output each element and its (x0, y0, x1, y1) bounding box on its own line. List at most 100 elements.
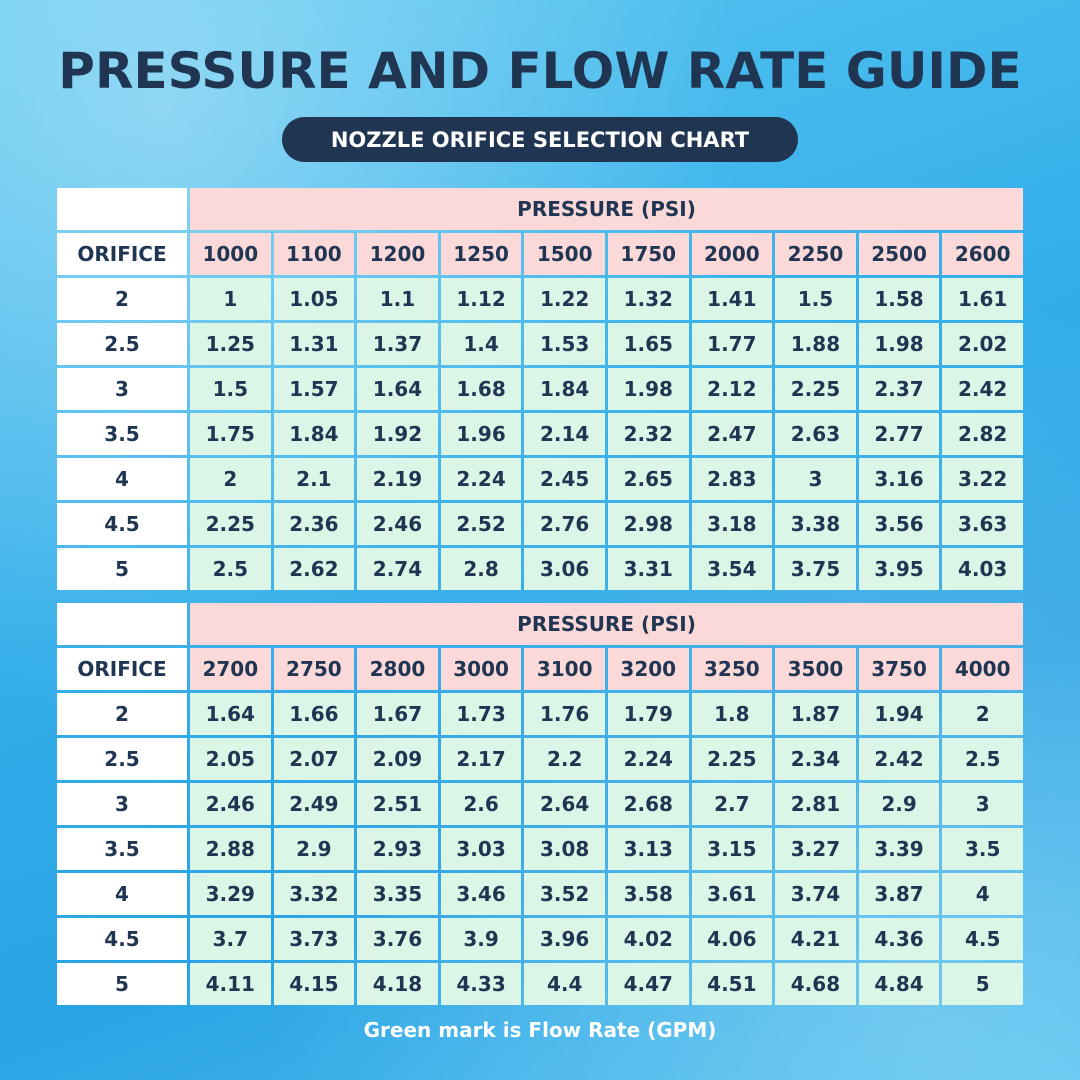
flow-rate-cell: 2.24 (607, 738, 689, 780)
flow-rate-cell: 3.61 (691, 873, 773, 915)
flow-rate-cell: 1.98 (858, 323, 940, 365)
flow-rate-cell: 4.03 (942, 548, 1023, 590)
subtitle-badge: NOZZLE ORIFICE SELECTION CHART (282, 117, 798, 162)
flow-rate-cell: 1.92 (357, 413, 438, 455)
orifice-cell: 4 (57, 458, 187, 500)
table-row: 3.5 2.88 2.9 2.93 3.03 3.08 3.13 3.15 3.27 3.39 3.… (57, 828, 1023, 870)
pressure-column-header: 3200 (607, 648, 689, 690)
flow-rate-cell: 2.49 (273, 783, 355, 825)
flow-rate-cell: 2.07 (273, 738, 355, 780)
flow-rate-cell: 3.15 (691, 828, 773, 870)
flow-rate-cell: 2.9 (273, 828, 355, 870)
flow-rate-cell: 4.4 (524, 963, 605, 1005)
flow-rate-cell: 2.74 (357, 548, 438, 590)
orifice-cell: 3.5 (57, 413, 187, 455)
pressure-column-header: 2700 (190, 648, 271, 690)
flow-rate-cell: 2.19 (357, 458, 438, 500)
flow-rate-cell: 3.73 (273, 918, 355, 960)
orifice-cell: 4.5 (57, 503, 187, 545)
flow-rate-cell: 2.9 (858, 783, 940, 825)
flow-rate-cell: 3.18 (691, 503, 773, 545)
flow-rate-cell: 2.46 (190, 783, 271, 825)
pressure-group-header: PRESSURE (PSI) (190, 603, 1023, 645)
flow-rate-cell: 1.5 (190, 368, 271, 410)
pressure-column-header: 3250 (691, 648, 773, 690)
flow-rate-cell: 3.9 (440, 918, 522, 960)
table-row: 3 1.5 1.57 1.64 1.68 1.84 1.98 2.12 2.25 2.37 2.42 (57, 368, 1023, 410)
flow-rate-cell: 2.52 (440, 503, 522, 545)
flow-rate-cell: 5 (942, 963, 1023, 1005)
flow-rate-cell: 3.46 (440, 873, 522, 915)
pressure-column-header: 2750 (273, 648, 355, 690)
orifice-cell: 2 (57, 693, 187, 735)
flow-rate-cell: 2.8 (440, 548, 522, 590)
flow-rate-cell: 2.68 (607, 783, 689, 825)
flow-rate-cell: 3.5 (942, 828, 1023, 870)
flow-rate-cell: 2.46 (357, 503, 438, 545)
pressure-column-header: 3750 (858, 648, 940, 690)
flow-rate-cell: 1.84 (524, 368, 605, 410)
pressure-column-header: 2800 (357, 648, 438, 690)
flow-rate-cell: 3.87 (858, 873, 940, 915)
flow-rate-cell: 3.63 (942, 503, 1023, 545)
flow-rate-cell: 1.94 (858, 693, 940, 735)
table-row: 5 2.5 2.62 2.74 2.8 3.06 3.31 3.54 3.75 3.95 4.03 (57, 548, 1023, 590)
flow-rate-cell: 1.25 (190, 323, 271, 365)
pressure-column-header: 1100 (273, 233, 355, 275)
flow-rate-cell: 2.14 (524, 413, 605, 455)
flow-rate-cell: 1.73 (440, 693, 522, 735)
flow-rate-cell: 1.88 (775, 323, 856, 365)
flow-rate-cell: 4.21 (775, 918, 856, 960)
flow-rate-cell: 2.09 (357, 738, 438, 780)
flow-rate-cell: 2 (942, 693, 1023, 735)
flow-rate-cell: 1.53 (524, 323, 605, 365)
flow-rate-cell: 1.5 (775, 278, 856, 320)
flow-rate-cell: 3.96 (524, 918, 605, 960)
table-row: 5 4.11 4.15 4.18 4.33 4.4 4.47 4.51 4.68 4.84 5 (57, 963, 1023, 1005)
flow-rate-cell: 4.02 (607, 918, 689, 960)
flow-rate-cell: 2.24 (440, 458, 522, 500)
flow-rate-cell: 3.22 (942, 458, 1023, 500)
flow-rate-cell: 3.75 (775, 548, 856, 590)
flow-rate-cell: 3.08 (524, 828, 605, 870)
corner-cell (57, 188, 187, 230)
flow-rate-cell: 1.61 (942, 278, 1023, 320)
flow-rate-cell: 2.17 (440, 738, 522, 780)
flow-rate-cell: 2.7 (691, 783, 773, 825)
flow-rate-cell: 3.39 (858, 828, 940, 870)
flow-rate-cell: 4.36 (858, 918, 940, 960)
flow-rate-cell: 4.68 (775, 963, 856, 1005)
flow-rate-cell: 4.33 (440, 963, 522, 1005)
flow-rate-cell: 2.64 (524, 783, 605, 825)
pressure-column-header: 2500 (858, 233, 940, 275)
flow-rate-cell: 3.13 (607, 828, 689, 870)
flow-rate-cell: 3.03 (440, 828, 522, 870)
flow-rate-cell: 2.65 (607, 458, 689, 500)
table-row: 3.5 1.75 1.84 1.92 1.96 2.14 2.32 2.47 2.63 2.77 2… (57, 413, 1023, 455)
flow-rate-cell: 1.96 (440, 413, 522, 455)
flow-rate-cell: 1.37 (357, 323, 438, 365)
flow-rate-cell: 2.25 (775, 368, 856, 410)
flow-rate-cell: 2.82 (942, 413, 1023, 455)
flow-rate-cell: 1.22 (524, 278, 605, 320)
table-row: 4 3.29 3.32 3.35 3.46 3.52 3.58 3.61 3.74 3.87 4 (57, 873, 1023, 915)
flow-rate-table-1: PRESSURE (PSI) ORIFICE 1000 1100 1200 1250 150… (54, 185, 1026, 593)
flow-rate-cell: 1.66 (273, 693, 355, 735)
flow-rate-cell: 1.31 (273, 323, 355, 365)
flow-rate-cell: 4.06 (691, 918, 773, 960)
flow-rate-cell: 1.41 (691, 278, 773, 320)
flow-rate-cell: 3.52 (524, 873, 605, 915)
orifice-cell: 5 (57, 548, 187, 590)
column-header-row: ORIFICE 2700 2750 2800 3000 3100 3200 3250 3500 3… (57, 648, 1023, 690)
orifice-column-header: ORIFICE (57, 233, 187, 275)
flow-rate-cell: 2.45 (524, 458, 605, 500)
flow-rate-cell: 3.58 (607, 873, 689, 915)
flow-rate-cell: 3 (942, 783, 1023, 825)
flow-rate-cell: 2.93 (357, 828, 438, 870)
flow-rate-cell: 3.76 (357, 918, 438, 960)
pressure-column-header: 1500 (524, 233, 605, 275)
flow-rate-cell: 4.15 (273, 963, 355, 1005)
table-row: 4 2 2.1 2.19 2.24 2.45 2.65 2.83 3 3.16 3.22 (57, 458, 1023, 500)
flow-rate-cell: 2 (190, 458, 271, 500)
flow-rate-cell: 3.38 (775, 503, 856, 545)
